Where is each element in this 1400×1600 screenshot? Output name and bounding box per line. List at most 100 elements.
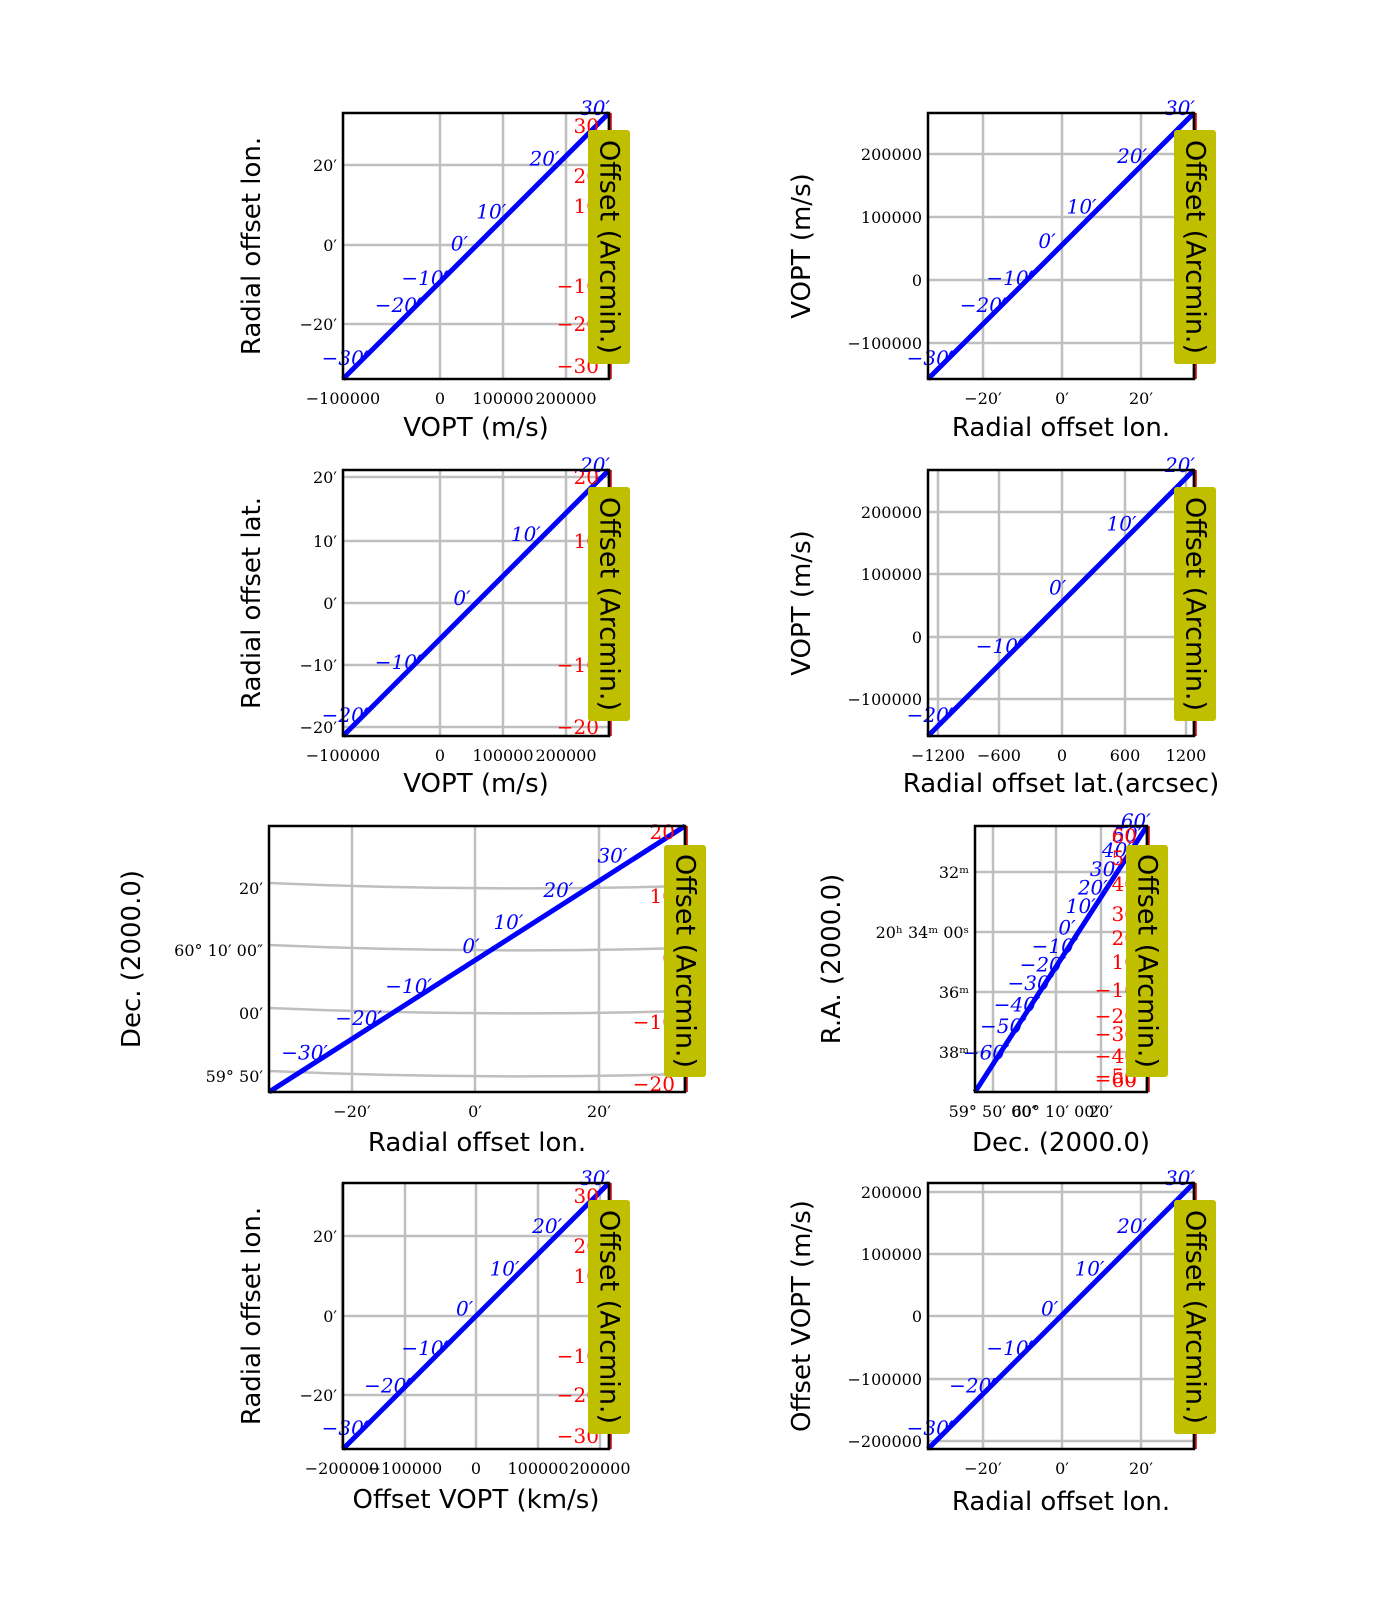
line-label: 10′ <box>476 200 506 224</box>
x-tick-label: 200000 <box>569 1459 630 1478</box>
right-tick-label: 60 <box>1112 824 1137 848</box>
y-tick-label: 100000 <box>861 208 922 227</box>
line-label: −20′ <box>949 1373 996 1397</box>
x-axis-label: Radial offset lon. <box>952 1487 1170 1517</box>
x-tick-label: −20′ <box>964 389 1002 408</box>
line-label: 0′ <box>1041 1296 1059 1320</box>
x-tick-label: 1200 <box>1166 746 1207 765</box>
y-tick-label: 36ᵐ <box>939 983 969 1002</box>
series-line <box>926 468 1196 738</box>
offset-box <box>588 1200 630 1434</box>
x-tick-label: 0′ <box>1055 389 1069 408</box>
subplot-6: 60′50′40′30′20′10′0′−10′−20′−30′−40′−50′… <box>817 809 1168 1158</box>
series-line <box>341 1181 611 1451</box>
line-label: −40′ <box>994 993 1041 1017</box>
offset-box <box>1174 1200 1216 1434</box>
y-tick-label: −20′ <box>300 718 338 737</box>
line-label: 0′ <box>1049 575 1067 599</box>
y-axis-label: Offset VOPT (m/s) <box>787 1200 817 1432</box>
x-tick-label: 200000 <box>535 389 596 408</box>
x-tick-label: 100000 <box>472 389 533 408</box>
series-line <box>341 111 611 381</box>
x-tick-label: 100000 <box>507 1459 568 1478</box>
line-label: −10′ <box>401 1336 448 1360</box>
line-label: −20′ <box>907 703 954 727</box>
offset-box <box>1174 130 1216 364</box>
y-tick-label: −100000 <box>848 690 922 709</box>
line-label: 10′ <box>511 522 541 546</box>
y-axis-label: VOPT (m/s) <box>787 173 817 319</box>
line-label: −10′ <box>986 266 1033 290</box>
x-tick-label: −1200 <box>911 746 965 765</box>
y-tick-label: 59° 50′ <box>206 1067 264 1086</box>
y-tick-label: 38ᵐ <box>939 1043 969 1062</box>
y-tick-label: 20′ <box>239 879 263 898</box>
subplot-7: 30′20′10′0′−10′−20′−30′302010−10−20−30−2… <box>237 1166 631 1515</box>
y-tick-label: −20′ <box>300 315 338 334</box>
line-label: 30′ <box>1165 1166 1195 1190</box>
y-tick-label: 200000 <box>861 1183 922 1202</box>
line-label: −20′ <box>960 293 1007 317</box>
y-tick-label: 100000 <box>861 1245 922 1264</box>
x-tick-label: −100000 <box>368 1459 442 1478</box>
y-tick-label: 20′ <box>313 468 337 487</box>
y-axis-label: VOPT (m/s) <box>787 530 817 676</box>
x-axis-label: VOPT (m/s) <box>403 769 549 799</box>
offset-box-label: Offset (Arcmin.) <box>1180 140 1211 354</box>
line-label: 30′ <box>1165 96 1195 120</box>
line-label: 0′ <box>453 586 471 610</box>
offset-box <box>664 845 706 1077</box>
grid-line-y-2 <box>268 1006 686 1015</box>
series-line <box>926 1181 1196 1451</box>
x-tick-label: 20′ <box>1129 1459 1153 1478</box>
line-label: 0′ <box>1058 915 1076 939</box>
line-label: 10′ <box>1067 194 1097 218</box>
x-tick-label: −200000 <box>305 1459 379 1478</box>
y-tick-label: 100000 <box>861 565 922 584</box>
offset-box-label: Offset (Arcmin.) <box>670 854 701 1068</box>
line-label: −10′ <box>385 974 432 998</box>
x-tick-label: −20′ <box>333 1102 371 1121</box>
line-label: 20′ <box>1077 875 1108 899</box>
x-axis-label: VOPT (m/s) <box>403 413 549 443</box>
x-axis-label: Radial offset lon. <box>952 413 1170 443</box>
x-tick-label: 0′ <box>1055 1459 1069 1478</box>
y-tick-label: 0 <box>912 628 922 647</box>
line-label: −20′ <box>335 1006 382 1030</box>
line-label: 10′ <box>1066 894 1096 918</box>
offset-box <box>588 487 630 721</box>
line-label: 20′ <box>1116 1214 1147 1238</box>
line-label: −30′ <box>907 1416 954 1440</box>
subplot-4: 20′ 10′ 0′ −10′ −20′ −1200 −600 0 600 1200 200000 1… <box>787 453 1219 799</box>
line-label: −10′ <box>1032 934 1079 958</box>
y-tick-label: 32ᵐ <box>939 863 969 882</box>
y-axis-label: Radial offset lon. <box>237 1207 267 1425</box>
line-label: 0′ <box>456 1296 474 1320</box>
line-label: 0′ <box>462 934 480 958</box>
x-axis-label: Dec. (2000.0) <box>972 1128 1150 1158</box>
x-tick-label: 0 <box>435 746 445 765</box>
line-label: 20′ <box>542 878 573 902</box>
y-tick-label: 0 <box>912 1307 922 1326</box>
line-label: −20′ <box>1020 953 1067 977</box>
y-tick-label: 0 <box>912 271 922 290</box>
line-label: −10′ <box>986 1336 1033 1360</box>
subplot-8: 30′ 20′ 10′ 0′ −10′ −20′ −30′ −20′ 0′ 20′ 200000 10… <box>787 1166 1216 1517</box>
x-tick-label: 20′ <box>1129 389 1153 408</box>
grid-line-y-0 <box>268 881 686 890</box>
x-tick-label: 0 <box>471 1459 481 1478</box>
series-line <box>267 823 687 1095</box>
offset-box <box>588 130 630 364</box>
x-axis-label: Offset VOPT (km/s) <box>353 1485 600 1515</box>
y-tick-label: 10′ <box>313 532 337 551</box>
x-tick-label: 0 <box>435 389 445 408</box>
x-tick-label: 20′ <box>587 1102 611 1121</box>
line-label: 20′ <box>531 1214 562 1238</box>
line-label: −30′ <box>1008 971 1055 995</box>
x-tick-label: 0′ <box>468 1102 482 1121</box>
line-label: −30′ <box>281 1040 328 1064</box>
line-label: 20′ <box>1164 453 1195 477</box>
x-tick-label: −600 <box>977 746 1021 765</box>
grid-line-y-1 <box>268 943 686 952</box>
